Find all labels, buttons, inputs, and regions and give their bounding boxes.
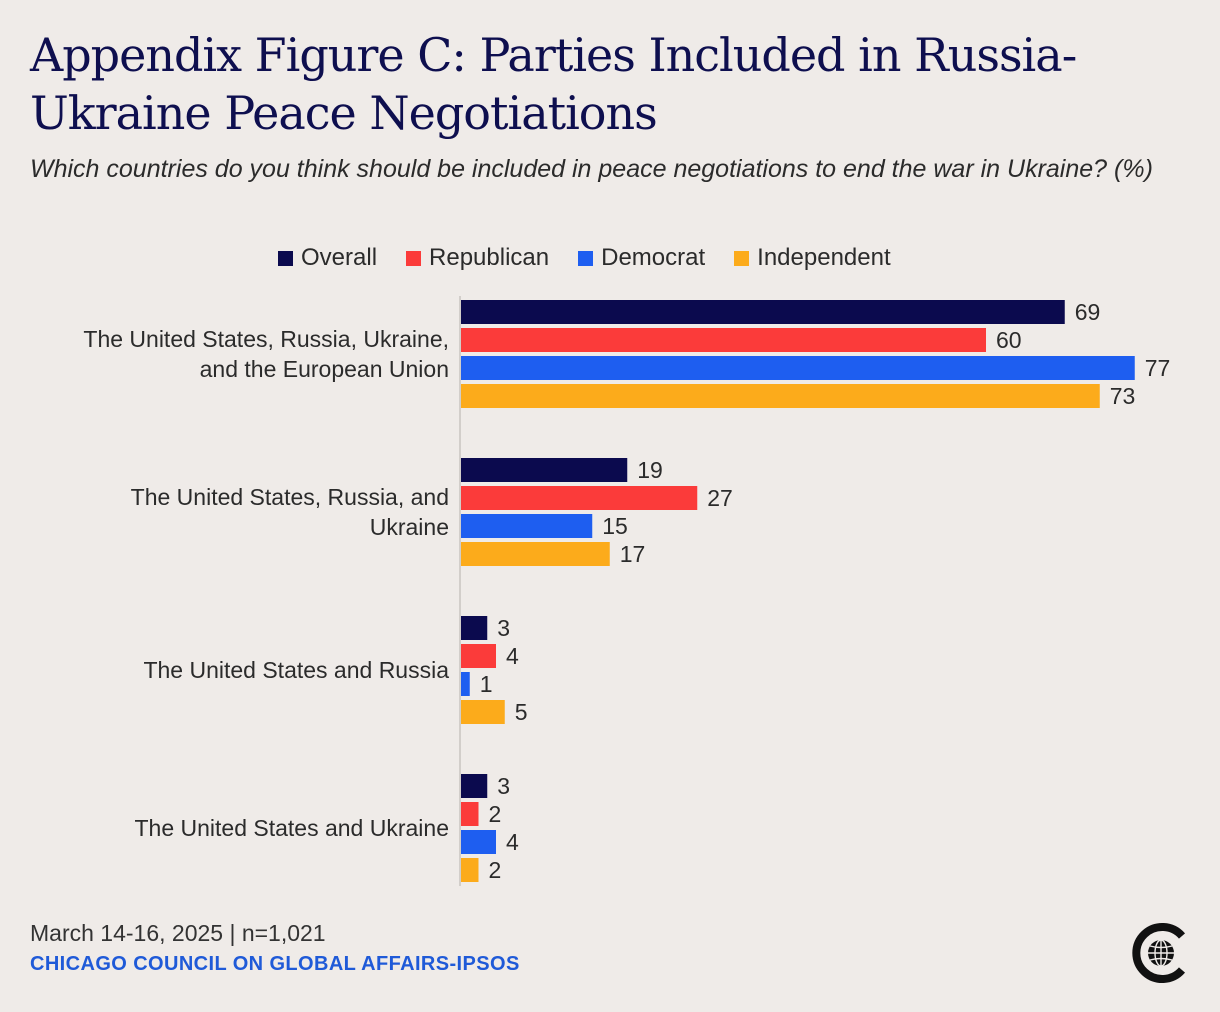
bar-democrat xyxy=(461,672,470,696)
data-label: 15 xyxy=(602,513,628,539)
bar-overall xyxy=(461,774,488,798)
data-label: 73 xyxy=(1110,383,1136,409)
bar-independent xyxy=(461,542,610,566)
data-label: 3 xyxy=(497,773,510,799)
data-label: 5 xyxy=(515,699,528,725)
chart-title: Appendix Figure C: Parties Included in R… xyxy=(30,28,1077,140)
chicago-council-globe-logo-icon xyxy=(1132,923,1186,983)
data-label: 19 xyxy=(637,457,663,483)
data-label: 3 xyxy=(497,615,510,641)
bar-independent xyxy=(461,384,1100,408)
bar-independent xyxy=(461,700,505,724)
legend-label: Independent xyxy=(757,244,891,271)
bar-democrat xyxy=(461,514,593,538)
bar-republican xyxy=(461,802,479,826)
data-label: 4 xyxy=(506,829,519,855)
data-label: 4 xyxy=(506,643,519,669)
category-label: The United States and Russia xyxy=(143,657,449,683)
category-label: The United States, Russia, and xyxy=(131,484,449,510)
bar-independent xyxy=(461,858,479,882)
chart-legend: Overall Republican Democrat Independent xyxy=(278,242,920,274)
bar-democrat xyxy=(461,830,496,854)
bar-democrat xyxy=(461,356,1135,380)
bar-overall xyxy=(461,300,1065,324)
legend-swatch xyxy=(578,250,594,266)
bar-overall xyxy=(461,616,488,640)
category-label: The United States and Ukraine xyxy=(134,815,449,841)
data-label: 77 xyxy=(1145,355,1171,381)
data-label: 27 xyxy=(707,485,733,511)
legend-swatch xyxy=(734,250,750,266)
legend-item-overall: Overall xyxy=(278,244,377,272)
data-label: 69 xyxy=(1075,299,1101,325)
data-label: 17 xyxy=(620,541,646,567)
bar-republican xyxy=(461,644,496,668)
bar-overall xyxy=(461,458,628,482)
data-label: 60 xyxy=(996,327,1022,353)
data-label: 2 xyxy=(489,801,502,827)
legend-item-democrat: Democrat xyxy=(578,244,705,272)
category-label: Ukraine xyxy=(370,514,449,540)
legend-item-independent: Independent xyxy=(734,244,891,272)
data-label: 1 xyxy=(480,671,493,697)
bar-republican xyxy=(461,486,698,510)
data-label: 2 xyxy=(489,857,502,883)
legend-label: Republican xyxy=(429,244,550,271)
legend-swatch xyxy=(278,250,293,266)
chart-subtitle: Which countries do you think should be i… xyxy=(30,155,1153,183)
category-label: The United States, Russia, Ukraine, xyxy=(83,326,449,352)
survey-date-line: March 14-16, 2025 | n=1,021 xyxy=(30,920,326,946)
legend-label: Democrat xyxy=(601,244,706,271)
bar-republican xyxy=(461,328,986,352)
source-label: CHICAGO COUNCIL ON GLOBAL AFFAIRS-IPSOS xyxy=(30,953,520,975)
legend-label: Overall xyxy=(301,244,378,271)
category-label: and the European Union xyxy=(200,356,449,382)
legend-item-republican: Republican xyxy=(406,244,549,272)
legend-swatch xyxy=(406,250,422,266)
